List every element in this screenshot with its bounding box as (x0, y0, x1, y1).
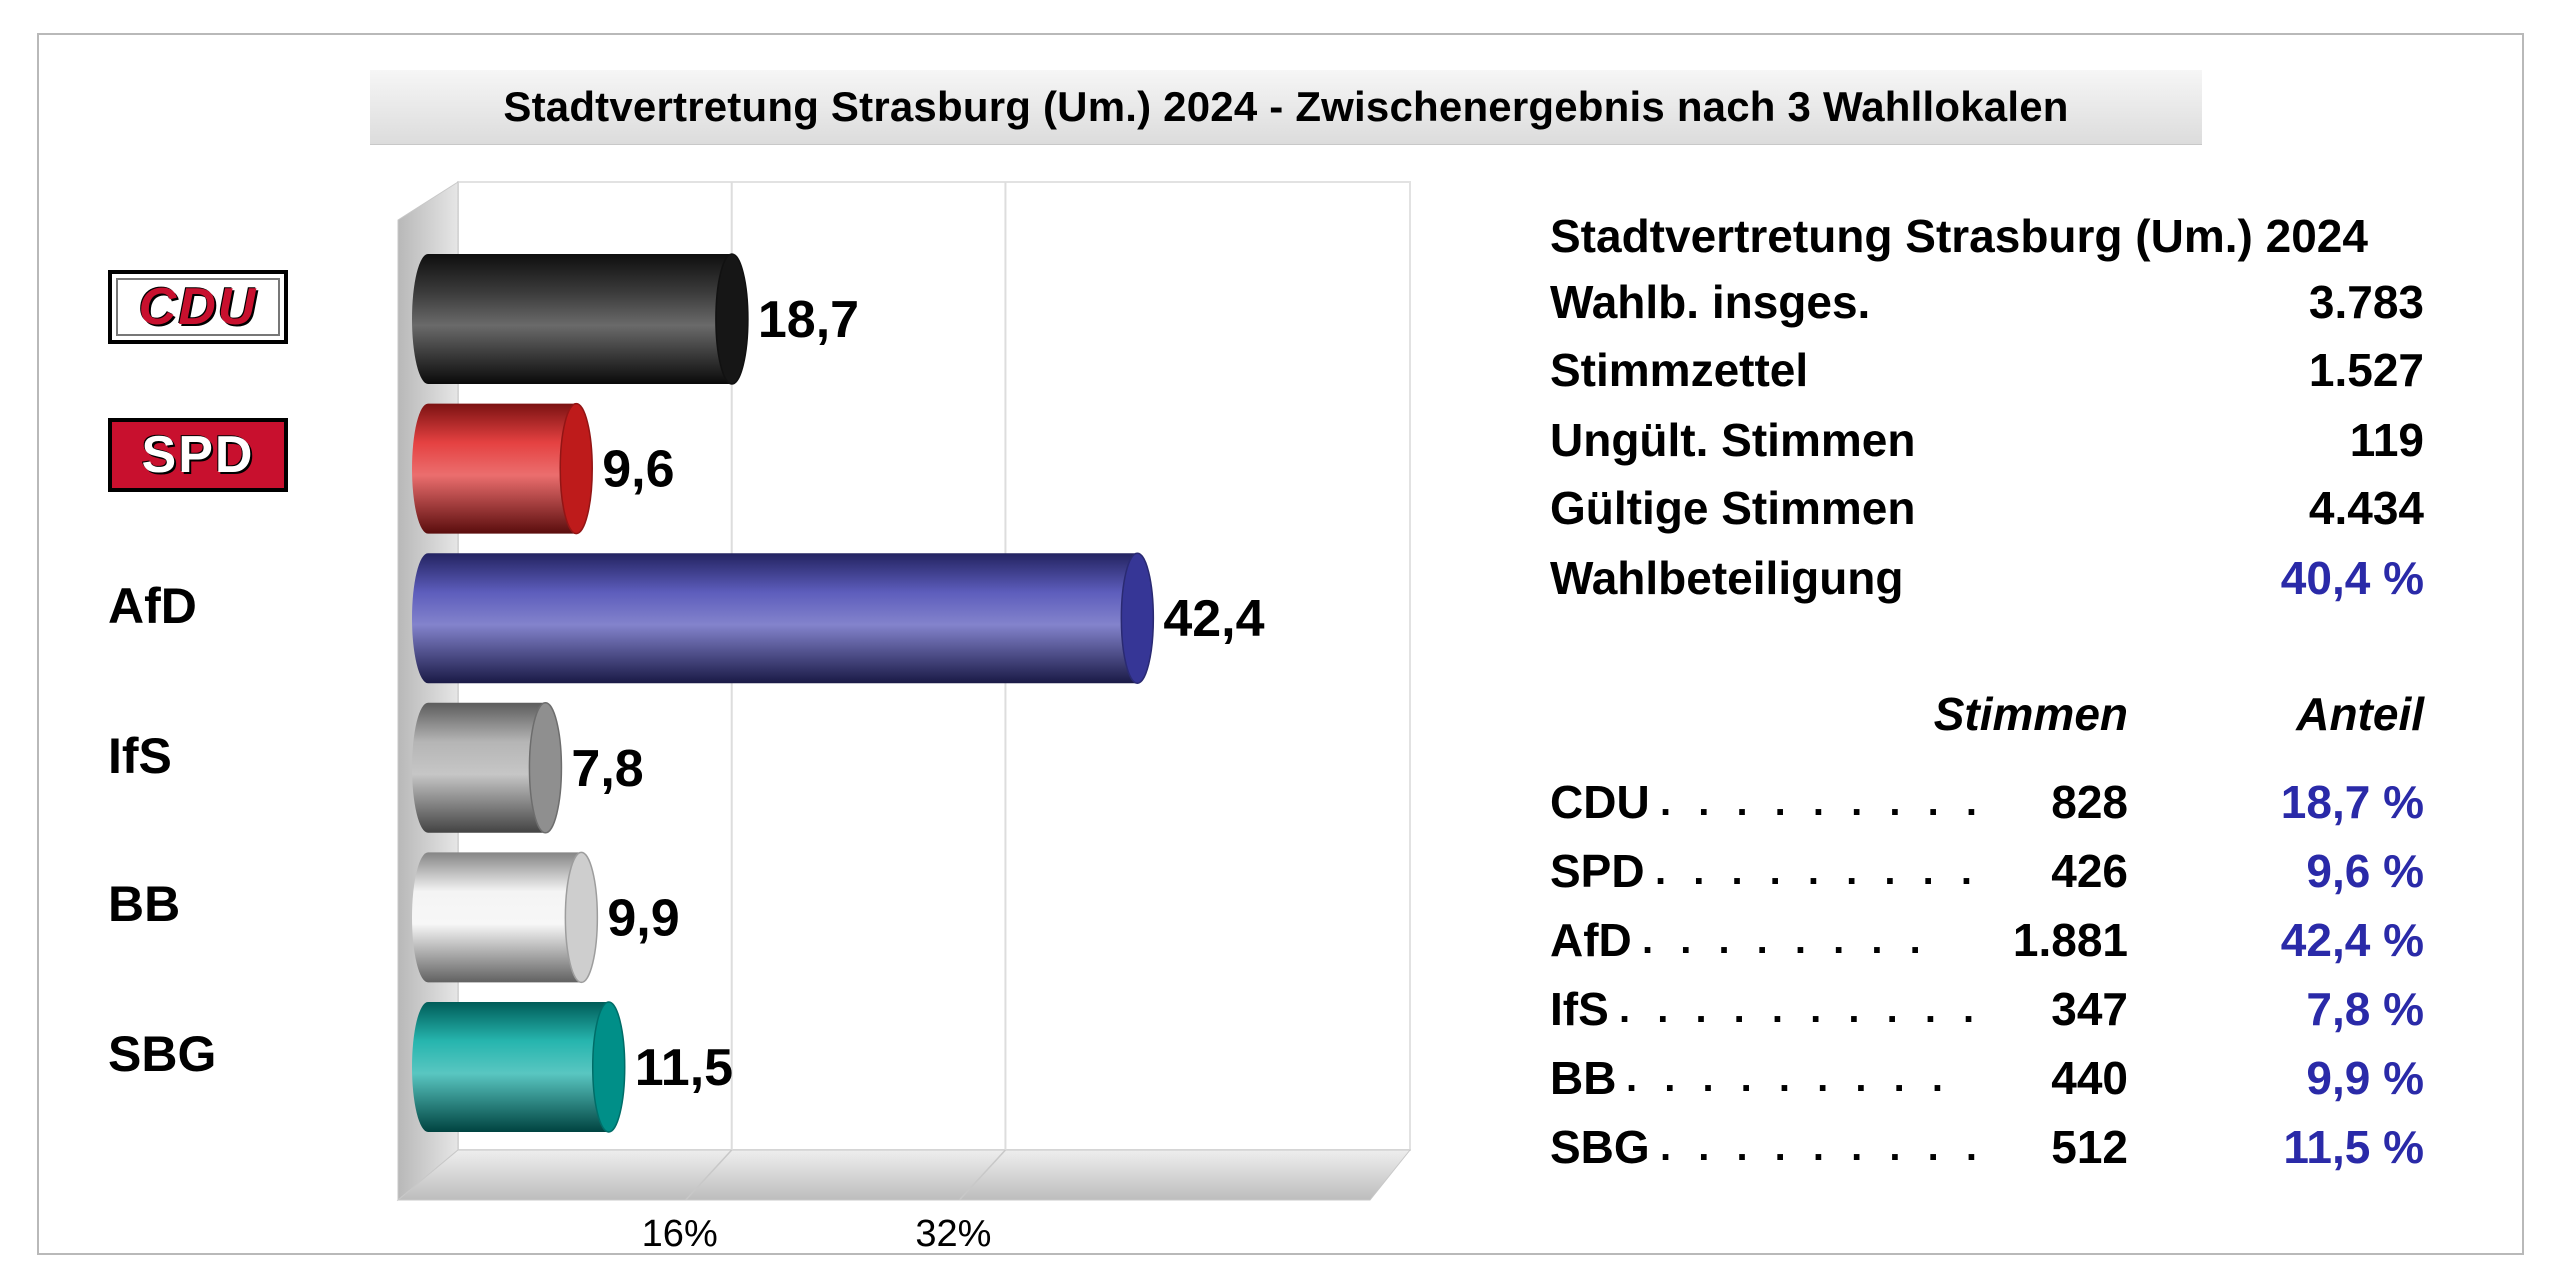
result-party-bb: BB (1550, 1052, 1617, 1104)
info-label-gueltig: Gültige Stimmen (1550, 482, 1916, 534)
result-dots-spd: . . . . . . . . . (1655, 849, 1980, 893)
info-value-gueltig: 4.434 (2308, 482, 2424, 534)
title-bar: Stadtvertretung Strasburg (Um.) 2024 - Z… (370, 70, 2202, 145)
bar-sbg (412, 1001, 626, 1133)
value-label-afd: 42,4 (1163, 590, 1264, 648)
info-value-ungueltig: 119 (2349, 414, 2424, 466)
value-label-bb: 9,9 (607, 889, 679, 947)
value-label-spd: 9,6 (602, 441, 674, 499)
result-votes-sbg: 512 (2051, 1121, 2128, 1173)
result-share-cdu: 18,7 % (2280, 776, 2424, 828)
bar-cap (591, 1001, 626, 1133)
info-label-wahlb: Wahlb. insges. (1550, 276, 1871, 328)
floor-gridline (958, 1149, 1006, 1201)
col-header-stimmen: Stimmen (1933, 688, 2128, 740)
info-label-wahlbeteiligung: Wahlbeteiligung (1550, 552, 1904, 604)
value-label-sbg: 11,5 (635, 1039, 733, 1097)
party-label-afd: AfD (108, 578, 197, 634)
result-votes-ifs: 347 (2051, 983, 2128, 1035)
info-label-stimmzettel: Stimmzettel (1550, 344, 1809, 396)
info-label-ungueltig: Ungült. Stimmen (1550, 414, 1916, 466)
result-dots-ifs: . . . . . . . . . . (1619, 987, 1983, 1031)
info-heading: Stadtvertretung Strasburg (Um.) 2024 (1550, 210, 2368, 262)
result-dots-cdu: . . . . . . . . . (1660, 780, 1985, 824)
party-label-bb: BB (108, 876, 181, 932)
result-party-cdu: CDU (1550, 776, 1650, 828)
spd-logo-text: SPD (141, 426, 255, 484)
result-votes-afd: 1.881 (2012, 914, 2128, 966)
result-votes-bb: 440 (2051, 1052, 2128, 1104)
bar-cap (715, 253, 749, 385)
info-value-wahlbeteiligung: 40,4 % (2280, 552, 2424, 604)
bar-cap (528, 702, 563, 834)
cdu-logo: CDU (108, 270, 288, 344)
result-share-afd: 42,4 % (2280, 914, 2424, 966)
col-header-anteil: Anteil (2296, 688, 2424, 740)
bar-body (412, 553, 1138, 684)
chart-title: Stadtvertretung Strasburg (Um.) 2024 - Z… (503, 83, 2069, 130)
info-value-stimmzettel: 1.527 (2308, 344, 2424, 396)
result-votes-spd: 426 (2051, 845, 2128, 897)
result-dots-bb: . . . . . . . . . (1626, 1056, 1951, 1100)
result-party-spd: SPD (1550, 845, 1645, 897)
result-dots-sbg: . . . . . . . . . (1660, 1125, 1985, 1169)
bar-spd (412, 402, 593, 535)
x-tick-label: 16% (642, 1213, 718, 1255)
value-label-ifs: 7,8 (571, 740, 643, 798)
result-share-spd: 9,6 % (2306, 845, 2424, 897)
cdu-logo-text: CDU (138, 278, 258, 336)
bar-afd (412, 552, 1155, 684)
floor-gridline (685, 1149, 733, 1201)
bar-bb (412, 851, 599, 984)
party-label-sbg: SBG (108, 1026, 217, 1082)
bar-body (412, 403, 577, 534)
spd-logo: SPD (108, 418, 288, 492)
bar-cap (559, 402, 593, 535)
result-dots-afd: . . . . . . . . (1642, 918, 1929, 962)
info-value-wahlb: 3.783 (2308, 276, 2424, 328)
bar-cdu (412, 253, 749, 385)
result-party-afd: AfD (1550, 914, 1632, 966)
bar-body (412, 1002, 609, 1132)
result-votes-cdu: 828 (2051, 776, 2128, 828)
bar-body (412, 852, 582, 983)
result-share-ifs: 7,8 % (2306, 983, 2424, 1035)
result-party-sbg: SBG (1550, 1121, 1650, 1173)
bar-cap (1120, 552, 1155, 684)
bar-body (412, 254, 732, 384)
bar-ifs (412, 702, 563, 834)
result-share-sbg: 11,5 % (2283, 1121, 2424, 1173)
bar-cap (564, 851, 599, 984)
party-label-ifs: IfS (108, 728, 172, 784)
result-share-bb: 9,9 % (2306, 1052, 2424, 1104)
value-label-cdu: 18,7 (758, 291, 859, 349)
x-tick-label: 32% (915, 1213, 991, 1255)
result-party-ifs: IfS (1550, 983, 1609, 1035)
bar-body (412, 702, 546, 833)
